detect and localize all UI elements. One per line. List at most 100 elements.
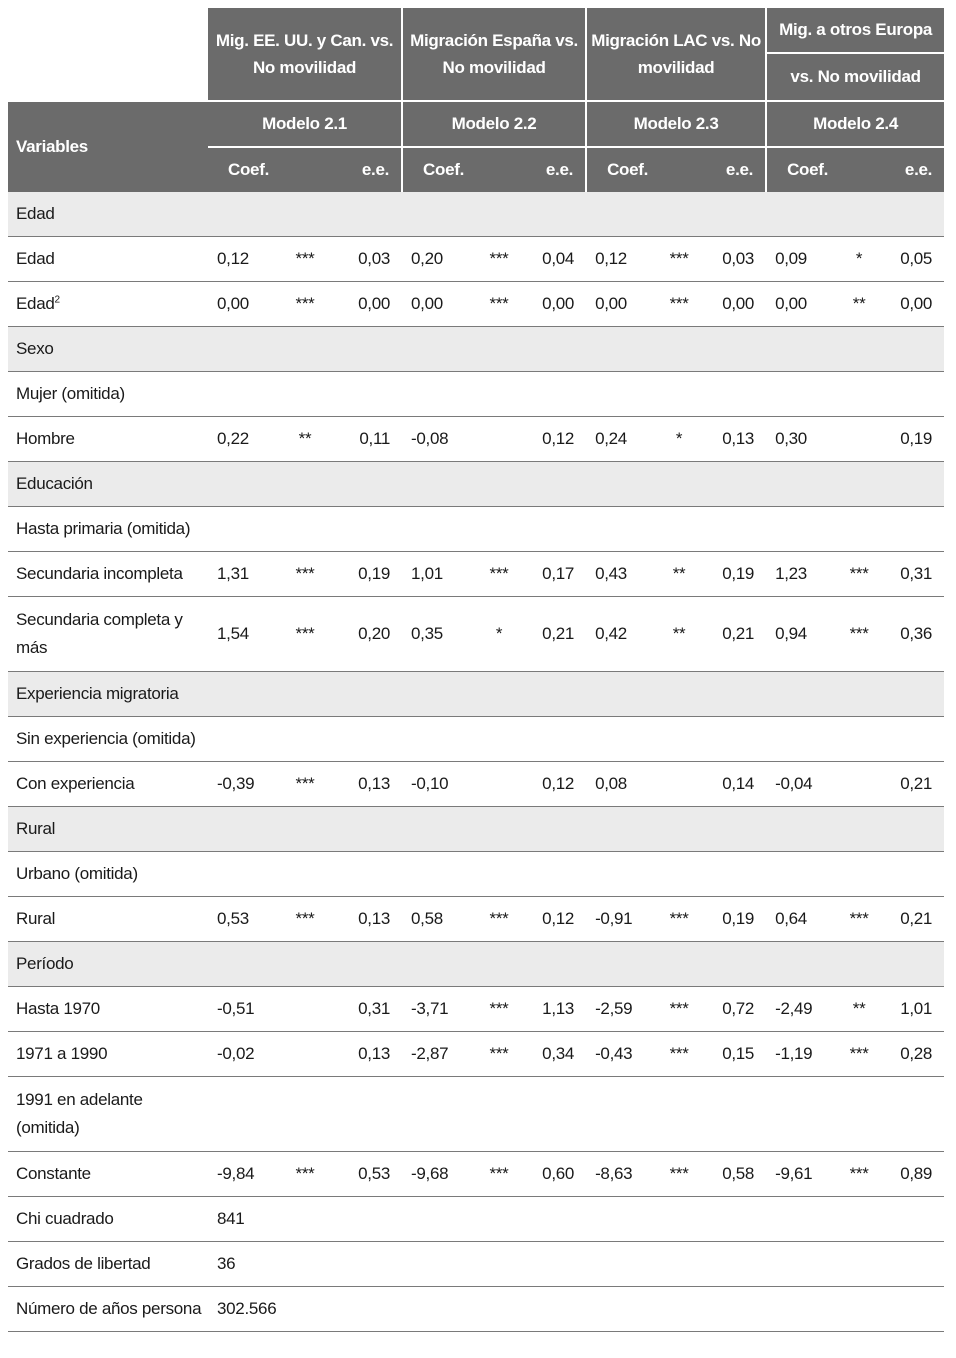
variable-label-text: Con experiencia (16, 774, 135, 793)
significance-cell: *** (280, 1151, 330, 1197)
variable-label: Secundaria completa y más (8, 596, 208, 672)
coef-cell: 0,00 (586, 281, 655, 327)
variable-label-text: Chi cuadrado (16, 1209, 114, 1228)
variable-label-text: Sexo (16, 339, 54, 358)
coef-cell: 0,94 (766, 596, 835, 672)
empty-cell (208, 716, 945, 762)
table-row: Rural 0,53 *** 0,13 0,58 *** 0,12 -0,91 *** 0,19 0… (8, 896, 945, 942)
table-row: Chi cuadrado 841 (8, 1196, 945, 1242)
std-error-cell: 0,00 (524, 281, 587, 327)
table-row: Edad2 0,00 *** 0,00 0,00 *** 0,00 0,00 *** 0,00 0,… (8, 281, 945, 327)
variable-label-text: Hasta 1970 (16, 999, 100, 1018)
ee-header: e.e. (884, 147, 945, 192)
std-error-cell: 0,21 (884, 761, 945, 807)
coef-cell: -9,84 (208, 1151, 280, 1197)
std-error-cell: 0,19 (884, 416, 945, 462)
variable-label: Edad (8, 236, 208, 282)
std-error-cell: 0,12 (524, 416, 587, 462)
coef-cell: -9,68 (402, 1151, 475, 1197)
coef-header: Coef. (586, 147, 705, 192)
std-error-cell: 0,00 (704, 281, 767, 327)
model-header-4: Modelo 2.4 (766, 100, 945, 148)
group-header-1: Mig. EE. UU. y Can. vs. No movilidad (208, 8, 404, 101)
coef-header: Coef. (766, 147, 885, 192)
std-error-cell: 0,00 (884, 281, 945, 327)
significance-cell (280, 986, 330, 1032)
section-label: Edad (8, 192, 208, 237)
statistic-value: 302.566 (208, 1286, 280, 1332)
table-row: Sin experiencia (omitida) (8, 716, 945, 762)
variable-label: Hombre (8, 416, 208, 462)
significance-cell (280, 1031, 330, 1077)
std-error-cell: 0,60 (524, 1151, 587, 1197)
variable-label: Mujer (omitida) (8, 371, 208, 417)
variable-label: 1971 a 1990 (8, 1031, 208, 1077)
regression-table: Mig. EE. UU. y Can. vs. No movilidad Mig… (8, 8, 945, 1332)
std-error-cell: 0,03 (704, 236, 767, 282)
section-row: Período (8, 941, 945, 987)
table-row: Número de años persona 302.566 (8, 1286, 945, 1332)
variable-label: Edad2 (8, 281, 208, 327)
variable-label-text: Período (16, 954, 74, 973)
std-error-cell: 0,12 (524, 761, 587, 807)
std-error-cell: 0,53 (330, 1151, 403, 1197)
std-error-cell: 0,12 (524, 896, 587, 942)
section-row: Sexo (8, 326, 945, 372)
group-header-4-line2: vs. No movilidad (766, 53, 945, 101)
coef-cell: 0,35 (402, 596, 475, 672)
coef-cell: -2,87 (402, 1031, 475, 1077)
significance-cell (834, 416, 885, 462)
empty-cell (208, 461, 945, 507)
section-row: Rural (8, 806, 945, 852)
variable-label-text: Grados de libertad (16, 1254, 151, 1273)
table-row: Grados de libertad 36 (8, 1241, 945, 1287)
group-header-4-line1: Mig. a otros Europa (766, 8, 945, 54)
significance-cell: *** (654, 236, 705, 282)
variable-label-text: Edad (16, 249, 55, 268)
std-error-cell: 0,04 (524, 236, 587, 282)
table-row: Secundaria completa y más 1,54 *** 0,20 0,35… (8, 596, 945, 672)
empty-cell (280, 1286, 945, 1332)
coef-cell: 0,58 (402, 896, 475, 942)
coef-cell: 0,53 (208, 896, 280, 942)
significance-cell: ** (834, 281, 885, 327)
coef-cell: 0,00 (766, 281, 835, 327)
empty-cell (208, 371, 945, 417)
coef-cell: 0,64 (766, 896, 835, 942)
coef-cell: 0,24 (586, 416, 655, 462)
significance-cell: *** (654, 1151, 705, 1197)
coef-cell: 0,42 (586, 596, 655, 672)
variable-label-text: Secundaria incompleta (16, 564, 183, 583)
significance-cell: *** (474, 236, 525, 282)
variable-label-text: Mujer (omitida) (16, 384, 125, 403)
significance-cell: *** (654, 281, 705, 327)
model-header-3: Modelo 2.3 (586, 100, 768, 148)
variable-label: Hasta 1970 (8, 986, 208, 1032)
std-error-cell: 0,13 (704, 416, 767, 462)
std-error-cell: 0,34 (524, 1031, 587, 1077)
variable-label-text: Experiencia migratoria (16, 684, 179, 703)
coef-cell: 0,00 (208, 281, 280, 327)
empty-cell (208, 806, 945, 852)
model-header-2: Modelo 2.2 (402, 100, 588, 148)
coef-cell: -0,08 (402, 416, 475, 462)
coef-cell: 0,00 (402, 281, 475, 327)
empty-cell (208, 192, 945, 237)
std-error-cell: 0,15 (704, 1031, 767, 1077)
significance-cell (834, 761, 885, 807)
coef-cell: -0,02 (208, 1031, 280, 1077)
std-error-cell: 0,17 (524, 551, 587, 597)
table-row: Hasta 1970 -0,51 0,31 -3,71 *** 1,13 -2,59 *** 0… (8, 986, 945, 1032)
std-error-cell: 0,28 (884, 1031, 945, 1077)
regression-table-container: Mig. EE. UU. y Can. vs. No movilidad Mig… (8, 8, 945, 1332)
significance-cell: *** (280, 761, 330, 807)
std-error-cell: 1,13 (524, 986, 587, 1032)
coef-cell: 0,12 (208, 236, 280, 282)
significance-cell: ** (280, 416, 330, 462)
std-error-cell: 0,31 (884, 551, 945, 597)
coef-cell: -0,43 (586, 1031, 655, 1077)
significance-cell (474, 761, 525, 807)
significance-cell: *** (834, 551, 885, 597)
significance-cell: * (654, 416, 705, 462)
coef-cell: 1,31 (208, 551, 280, 597)
